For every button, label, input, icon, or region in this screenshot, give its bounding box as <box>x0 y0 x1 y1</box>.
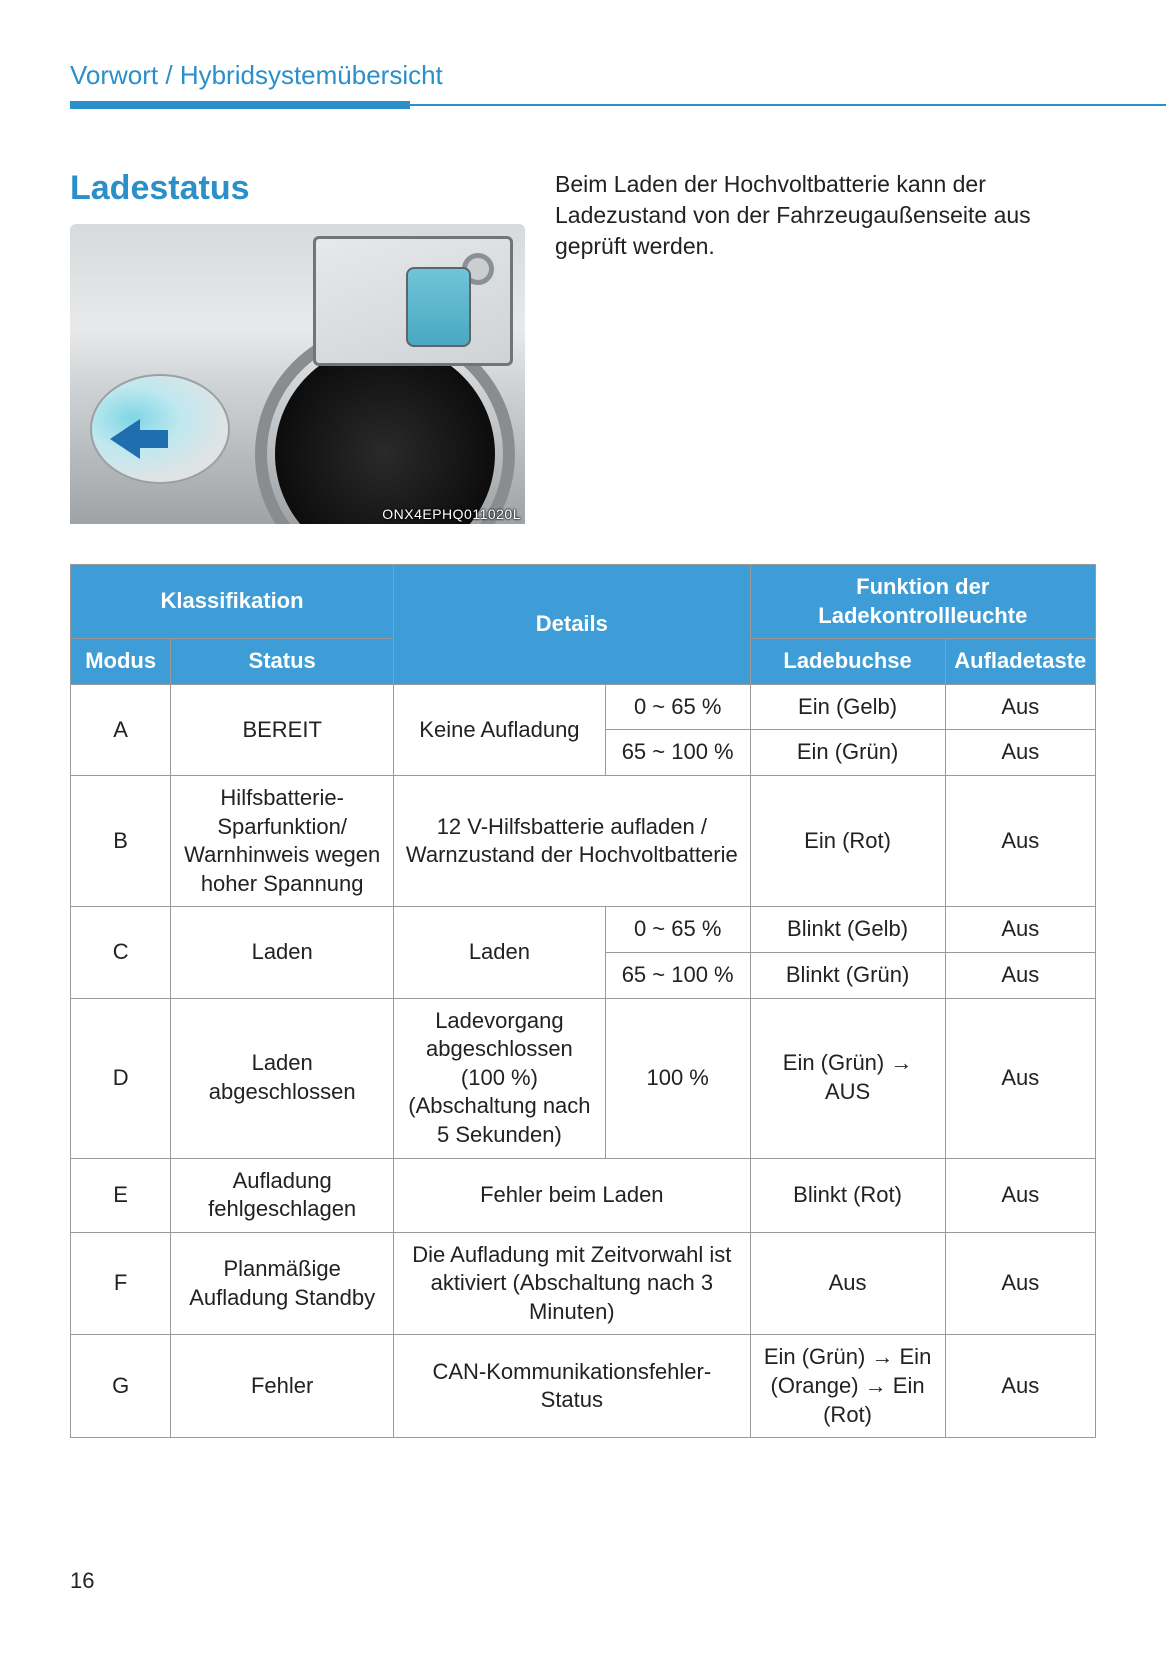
cell-c-details: Laden <box>394 907 606 998</box>
cell-a-range-2: 65 ~ 100 % <box>605 730 750 776</box>
cell-c-taste-1: Aus <box>945 907 1095 953</box>
cell-b-details: 12 V-Hilfsbatterie aufladen / Warnzustan… <box>394 775 751 906</box>
th-klassifikation: Klassifikation <box>71 565 394 639</box>
th-details: Details <box>394 565 751 685</box>
cell-c-modus: C <box>71 907 171 998</box>
cell-d-status: Laden abgeschlossen <box>171 998 394 1158</box>
cell-a-buchse-1: Ein (Gelb) <box>750 684 945 730</box>
row-c-1: C Laden Laden 0 ~ 65 % Blinkt (Gelb) Aus <box>71 907 1096 953</box>
cell-g-modus: G <box>71 1335 171 1438</box>
cell-d-details: Ladevorgang abgeschlossen (100 %) (Absch… <box>394 998 606 1158</box>
cell-a-modus: A <box>71 684 171 775</box>
cell-d-buchse: Ein (Grün) → AUS <box>750 998 945 1158</box>
cell-b-modus: B <box>71 775 171 906</box>
intro-row: Ladestatus ONX4EPHQ011020L Beim Laden de… <box>70 169 1096 524</box>
breadcrumb: Vorwort / Hybridsystemübersicht <box>70 60 1096 91</box>
cell-e-taste: Aus <box>945 1158 1095 1232</box>
th-aufladetaste: Auflade­taste <box>945 639 1095 685</box>
th-ladebuchse: Ladebuchse <box>750 639 945 685</box>
th-modus: Modus <box>71 639 171 685</box>
cell-g-buchse: Ein (Grün) → Ein (Orange) → Ein (Rot) <box>750 1335 945 1438</box>
cell-c-status: Laden <box>171 907 394 998</box>
cell-e-modus: E <box>71 1158 171 1232</box>
image-code: ONX4EPHQ011020L <box>382 506 521 522</box>
cell-a-taste-1: Aus <box>945 684 1095 730</box>
page-number: 16 <box>70 1568 94 1594</box>
cell-g-status: Fehler <box>171 1335 394 1438</box>
cell-f-details: Die Aufladung mit Zeitvorwahl ist aktivi… <box>394 1232 751 1335</box>
row-f: F Planmäßige Aufladung Standby Die Aufla… <box>71 1232 1096 1335</box>
section-title: Ladestatus <box>70 169 525 208</box>
cell-f-buchse: Aus <box>750 1232 945 1335</box>
row-b: B Hilfsbatterie-Sparfunktion/ Warnhinwei… <box>71 775 1096 906</box>
cell-e-status: Aufladung fehlgeschlagen <box>171 1158 394 1232</box>
cell-d-taste: Aus <box>945 998 1095 1158</box>
cell-c-range-1: 0 ~ 65 % <box>605 907 750 953</box>
cell-f-taste: Aus <box>945 1232 1095 1335</box>
cell-b-status: Hilfsbatterie-Sparfunktion/ Warnhinweis … <box>171 775 394 906</box>
row-g: G Fehler CAN-Kommunikationsfehler-Status… <box>71 1335 1096 1438</box>
th-funktion: Funktion der Ladekontrollleuchte <box>750 565 1095 639</box>
cell-b-taste: Aus <box>945 775 1095 906</box>
cell-e-details: Fehler beim Laden <box>394 1158 751 1232</box>
vehicle-illustration: ONX4EPHQ011020L <box>70 224 525 524</box>
status-table: Klassifikation Details Funktion der Lade… <box>70 564 1096 1438</box>
cell-a-range-1: 0 ~ 65 % <box>605 684 750 730</box>
header-rule <box>70 101 1096 109</box>
cell-d-modus: D <box>71 998 171 1158</box>
cell-c-range-2: 65 ~ 100 % <box>605 952 750 998</box>
cell-a-details: Keine Aufladung <box>394 684 606 775</box>
th-status: Status <box>171 639 394 685</box>
row-a-1: A BEREIT Keine Aufladung 0 ~ 65 % Ein (G… <box>71 684 1096 730</box>
cell-c-taste-2: Aus <box>945 952 1095 998</box>
cell-c-buchse-2: Blinkt (Grün) <box>750 952 945 998</box>
cell-f-modus: F <box>71 1232 171 1335</box>
row-e: E Aufladung fehlgeschlagen Fehler beim L… <box>71 1158 1096 1232</box>
table-header-row-1: Klassifikation Details Funktion der Lade… <box>71 565 1096 639</box>
cell-c-buchse-1: Blinkt (Gelb) <box>750 907 945 953</box>
row-d: D Laden abgeschlossen Ladevorgang abgesc… <box>71 998 1096 1158</box>
cell-g-taste: Aus <box>945 1335 1095 1438</box>
cell-b-buchse: Ein (Rot) <box>750 775 945 906</box>
cell-g-details: CAN-Kommunikationsfehler-Status <box>394 1335 751 1438</box>
cell-a-taste-2: Aus <box>945 730 1095 776</box>
cell-f-status: Planmäßige Aufladung Standby <box>171 1232 394 1335</box>
cell-e-buchse: Blinkt (Rot) <box>750 1158 945 1232</box>
cell-d-range: 100 % <box>605 998 750 1158</box>
cell-a-status: BEREIT <box>171 684 394 775</box>
intro-text: Beim Laden der Hochvoltbatterie kann der… <box>555 169 1096 262</box>
cell-a-buchse-2: Ein (Grün) <box>750 730 945 776</box>
